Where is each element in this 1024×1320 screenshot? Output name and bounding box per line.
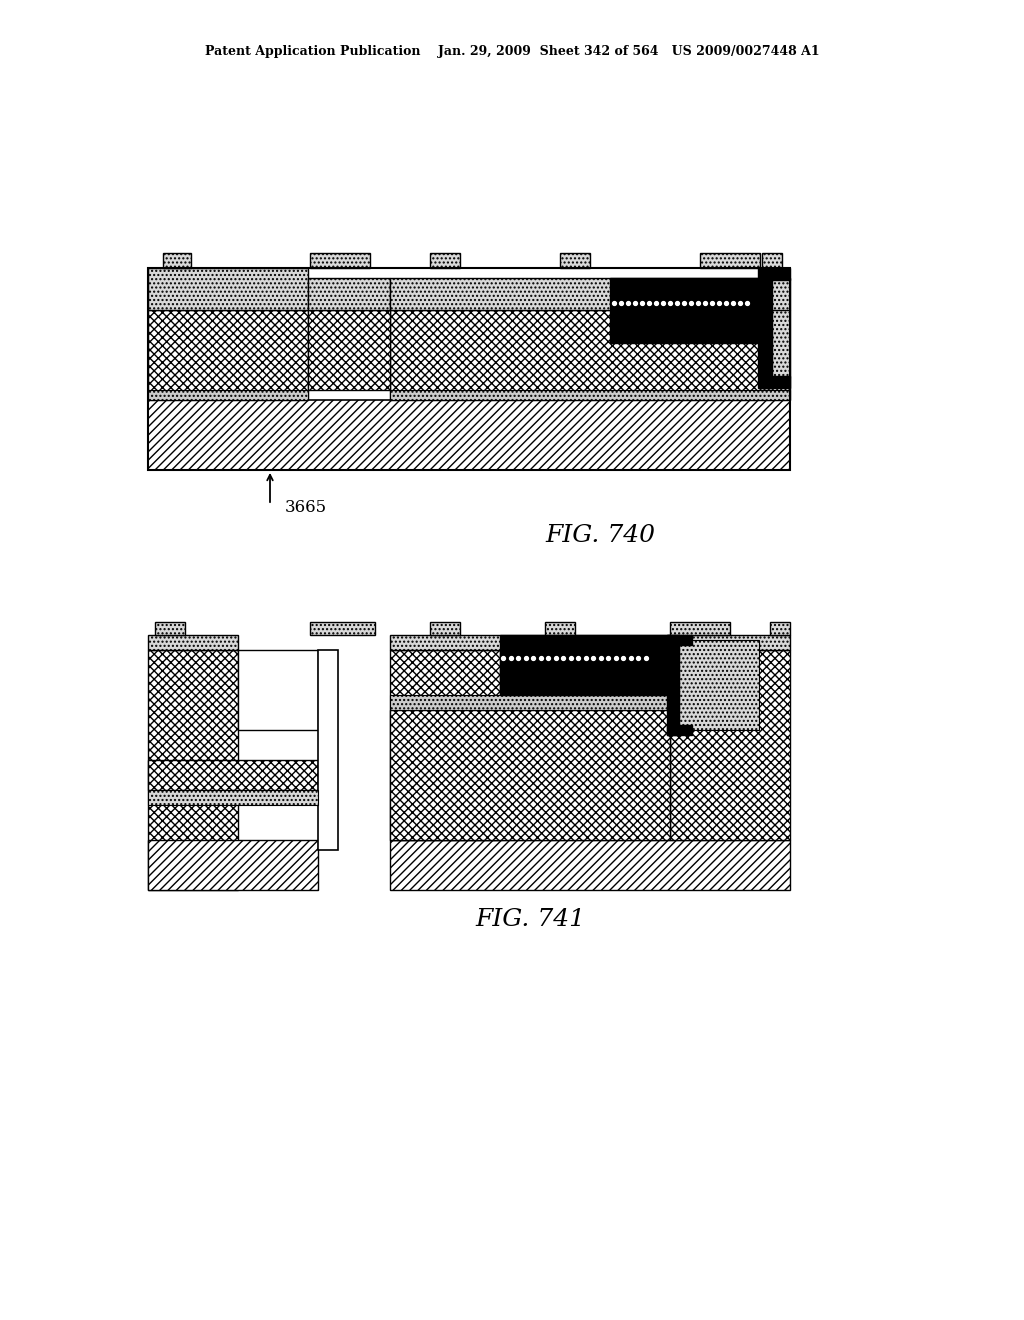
Bar bbox=[390, 635, 790, 649]
Bar bbox=[148, 840, 318, 890]
Bar bbox=[390, 310, 790, 400]
Bar bbox=[670, 649, 790, 840]
Bar bbox=[560, 253, 590, 268]
Bar bbox=[390, 389, 790, 400]
Bar bbox=[163, 253, 191, 268]
Bar bbox=[310, 253, 370, 268]
Bar bbox=[155, 622, 185, 635]
Bar bbox=[308, 279, 390, 310]
Bar bbox=[760, 268, 790, 280]
Bar bbox=[500, 635, 670, 696]
Bar bbox=[667, 635, 692, 645]
Bar bbox=[679, 640, 759, 730]
Bar bbox=[390, 710, 670, 840]
Bar bbox=[760, 376, 790, 388]
Bar bbox=[700, 253, 760, 268]
Bar bbox=[148, 789, 318, 805]
Bar bbox=[610, 279, 760, 343]
Bar bbox=[667, 725, 692, 735]
Bar bbox=[148, 268, 308, 310]
Bar bbox=[148, 400, 790, 470]
Bar bbox=[310, 622, 375, 635]
Bar bbox=[148, 649, 238, 890]
Bar bbox=[670, 622, 730, 635]
Text: FIG. 740: FIG. 740 bbox=[545, 524, 655, 546]
Bar bbox=[772, 279, 790, 378]
Bar bbox=[430, 622, 460, 635]
Bar bbox=[148, 635, 238, 649]
Bar bbox=[390, 649, 500, 840]
Bar bbox=[390, 840, 790, 890]
Bar bbox=[545, 622, 575, 635]
Bar bbox=[758, 268, 772, 388]
Text: 3665: 3665 bbox=[285, 499, 327, 516]
Bar bbox=[390, 696, 670, 710]
Text: FIG. 741: FIG. 741 bbox=[475, 908, 585, 932]
Bar bbox=[390, 279, 790, 310]
Bar bbox=[238, 649, 318, 730]
Bar bbox=[318, 649, 338, 850]
Bar bbox=[308, 310, 390, 389]
Bar bbox=[148, 389, 308, 400]
Bar bbox=[762, 253, 782, 268]
Bar bbox=[430, 253, 460, 268]
Bar bbox=[148, 760, 318, 789]
Bar bbox=[770, 622, 790, 635]
Bar bbox=[667, 635, 679, 735]
Bar bbox=[148, 310, 308, 400]
Text: Patent Application Publication    Jan. 29, 2009  Sheet 342 of 564   US 2009/0027: Patent Application Publication Jan. 29, … bbox=[205, 45, 819, 58]
Bar bbox=[148, 268, 790, 470]
